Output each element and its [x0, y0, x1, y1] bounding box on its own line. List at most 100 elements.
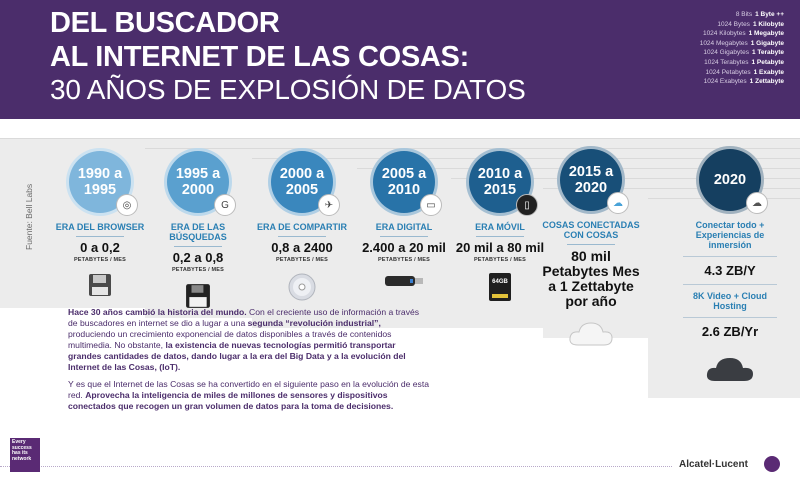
- p1-text-b: produciendo un crecimiento exponencial d…: [68, 329, 392, 350]
- sdcard-stripe: [492, 294, 508, 298]
- cloud-icon: [569, 322, 613, 346]
- era-column-2: 1995 a 2000 G ERA DE LAS BÚSQUEDAS 0,2 a…: [146, 148, 250, 309]
- trend-label-2: 8K Video + Cloud Hosting: [692, 291, 768, 311]
- era-title: ERA DE LAS BÚSQUEDAS: [169, 222, 227, 242]
- unit-from: 1024 Bytes: [717, 20, 750, 28]
- floppy-icon: [186, 284, 210, 308]
- year-badge: 2010 a 2015 ▯: [466, 148, 538, 216]
- era-title: ERA DE COMPARTIR: [257, 222, 347, 232]
- year-badge: 2020 ☁: [696, 146, 768, 214]
- divider: [278, 236, 326, 237]
- source-label: Fuente: Bell Labs: [24, 183, 34, 250]
- year-badge: 2005 a 2010 ▭: [370, 148, 442, 216]
- year-badge: 2015 a 2020 ☁: [557, 146, 629, 214]
- browser-icon: ◎: [116, 194, 138, 216]
- divider: [76, 236, 124, 237]
- era-column-3: 2000 a 2005 ✈ ERA DE COMPARTIR 0,8 a 240…: [250, 148, 354, 301]
- brand-logo-icon: [764, 456, 780, 472]
- unit-to: 1 Exabyte: [753, 68, 784, 76]
- trend-label-1: Conectar todo + Experiencias de inmersió…: [695, 220, 765, 250]
- era-value: 20 mil a 80 mil: [455, 240, 545, 255]
- unit-row: 8 Bits 1 Byte ++: [654, 10, 784, 20]
- p1-bold: Hace 30 años cambió la historia del mund…: [68, 307, 247, 317]
- sdcard-icon: 64GB: [489, 273, 511, 301]
- unit-from: 1024 Exabytes: [703, 78, 747, 86]
- footer-divider: [0, 466, 672, 467]
- title-line-1: DEL BUSCADOR: [50, 7, 280, 39]
- divider: [174, 246, 222, 247]
- floppy-icon: [89, 274, 111, 296]
- era-value: 0,2 a 0,8: [172, 250, 224, 265]
- p2-bold: Aprovecha la inteligencia de miles de mi…: [68, 390, 394, 411]
- era-title: ERA DEL BROWSER: [55, 222, 145, 232]
- search-engine-icon: G: [214, 194, 236, 216]
- title-line-3: 30 AÑOS DE EXPLOSIÓN DE DATOS: [50, 74, 526, 105]
- unit-to: 1 Megabyte: [748, 30, 784, 38]
- unit-to: 1 Kilobyte: [752, 20, 784, 28]
- unit-row: 1024 Gigabytes 1 Terabyte: [654, 48, 784, 58]
- unit-from: 1024 Kilobytes: [702, 30, 746, 38]
- era-title: ERA DIGITAL: [375, 222, 433, 232]
- smartphone-icon: ▯: [516, 194, 538, 216]
- title-line-2: AL INTERNET DE LAS COSAS:: [50, 41, 469, 73]
- unit-row: 1024 Bytes 1 Kilobyte: [654, 20, 784, 30]
- year-2020-column: 2020 ☁ Conectar todo + Experiencias de i…: [676, 146, 784, 383]
- unit-row: 1024 Petabytes 1 Exabyte: [654, 68, 784, 78]
- dark-cloud-icon: [706, 358, 753, 381]
- year-circle: 2010 a 2015: [466, 148, 534, 216]
- p1-bold-2: segunda “revolución industrial”,: [247, 318, 381, 328]
- era-column-1: 1990 a 1995 ◎ ERA DEL BROWSER 0 a 0,2 PE…: [48, 148, 152, 297]
- usb-icon: [385, 276, 423, 286]
- era-value: 2.400 a 20 mil: [362, 240, 446, 255]
- header-banner: DEL BUSCADOR AL INTERNET DE LAS COSAS: 3…: [0, 0, 800, 119]
- trend-value-2: 2.6 ZB/Yr: [701, 324, 759, 339]
- era-unit: PETABYTES / MES: [171, 267, 225, 273]
- tagline-logo: Every success has its network: [10, 438, 40, 472]
- unit-from: 8 Bits: [735, 11, 753, 18]
- unit-to: 1 Byte ++: [755, 11, 784, 18]
- sdcard-label: 64GB: [492, 279, 508, 285]
- era-column-5: 2010 a 2015 ▯ ERA MÓVIL 20 mil a 80 mil …: [448, 148, 552, 301]
- divider: [683, 256, 777, 257]
- unit-row: 1024 Megabytes 1 Gigabyte: [654, 39, 784, 49]
- era-title: COSAS CONECTADAS CON COSAS: [542, 220, 640, 240]
- era-column-6: 2015 a 2020 ☁ COSAS CONECTADAS CON COSAS…: [539, 146, 643, 347]
- laptop-icon: ▭: [420, 194, 442, 216]
- era-unit: PETABYTES / MES: [473, 257, 527, 263]
- paragraph-1: Hace 30 años cambió la historia del mund…: [68, 307, 430, 373]
- cloud-icon: ☁: [607, 192, 629, 214]
- year-badge: 1995 a 2000 G: [164, 148, 236, 216]
- unit-row: 1024 Kilobytes 1 Megabyte: [654, 29, 784, 39]
- share-icon: ✈: [318, 194, 340, 216]
- cloud-icon: ☁: [746, 192, 768, 214]
- era-title: ERA MÓVIL: [475, 222, 525, 232]
- trend-value-1: 4.3 ZB/Y: [704, 263, 756, 278]
- paragraph-2: Y es que el Internet de las Cosas se ha …: [68, 379, 430, 412]
- p1-bold-3: la existencia de nuevas tecnologías perm…: [68, 340, 406, 372]
- cd-icon: [288, 273, 316, 301]
- era-unit: PETABYTES / MES: [275, 257, 329, 263]
- year-badge: 2000 a 2005 ✈: [268, 148, 340, 216]
- body-text: Hace 30 años cambió la historia del mund…: [68, 307, 430, 418]
- unit-to: 1 Petabyte: [751, 58, 784, 66]
- era-value: 0,8 a 2400: [271, 240, 333, 255]
- unit-row: 1024 Terabytes 1 Petabyte: [654, 58, 784, 68]
- year-badge: 1990 a 1995 ◎: [66, 148, 138, 216]
- year-circle: 2015 a 2020: [557, 146, 625, 214]
- era-unit: PETABYTES / MES: [73, 257, 127, 263]
- unit-to: 1 Terabyte: [751, 49, 784, 57]
- unit-to: 1 Zettabyte: [749, 78, 784, 86]
- era-unit: PETABYTES / MES: [377, 257, 431, 263]
- p2-text-a: Y es que el Internet de las Cosas se ha …: [68, 379, 430, 400]
- era-value: 0 a 0,2: [80, 240, 120, 255]
- p1-text-a: Con el creciente uso de información a tr…: [68, 307, 420, 328]
- unit-from: 1024 Terabytes: [704, 58, 749, 66]
- brand-name: Alcatel·Lucent: [679, 459, 748, 470]
- unit-row: 1024 Exabytes 1 Zettabyte: [654, 77, 784, 87]
- unit-to: 1 Gigabyte: [750, 39, 784, 47]
- divider: [683, 317, 777, 318]
- units-table: 8 Bits 1 Byte ++ 1024 Bytes 1 Kilobyte 1024 …: [654, 10, 784, 87]
- divider: [683, 284, 777, 285]
- divider: [567, 244, 615, 245]
